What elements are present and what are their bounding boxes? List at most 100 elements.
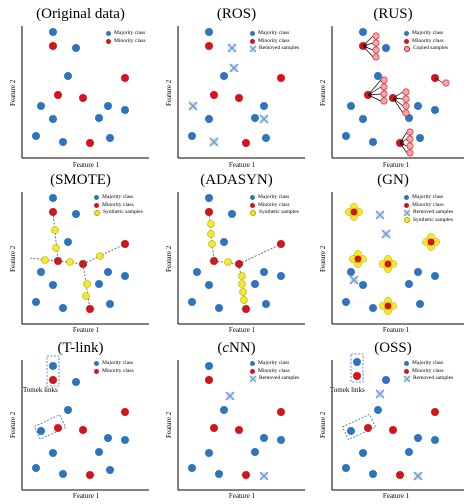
majority-point: [414, 434, 422, 442]
y-axis-label: Feature 2: [165, 245, 173, 272]
legend-majority: Majority class: [114, 30, 146, 36]
majority-point: [104, 434, 112, 442]
majority-swatch: [404, 361, 409, 367]
tomek-links-label: Tomek links: [330, 386, 365, 394]
majority-point: [359, 115, 367, 123]
legend-copied: Copied samples: [413, 45, 448, 51]
legend-minority: Minority class: [412, 201, 444, 208]
copied-point: [372, 39, 380, 47]
gaussian-noise-cluster: [349, 250, 367, 268]
removed-cross: [227, 43, 237, 53]
title-rest: NN): [229, 340, 256, 356]
title-open: (: [217, 340, 223, 356]
majority-point: [260, 102, 268, 110]
removed-cross: [209, 137, 219, 147]
majority-point: [369, 138, 377, 146]
majority-point: [49, 449, 57, 457]
majority-point: [347, 268, 355, 276]
gaussian-noise-cluster: [379, 255, 397, 273]
legend-majority: Majority class: [258, 30, 290, 36]
removed-cross: [225, 391, 235, 401]
copied-point: [406, 142, 414, 150]
synthetic-point: [207, 220, 215, 228]
synthetic-point: [238, 272, 246, 280]
synthetic-swatch: [94, 209, 100, 216]
majority-point: [414, 102, 422, 110]
legend-minority: Minority class: [258, 37, 290, 44]
removed-cross: [259, 114, 269, 124]
copied-point: [406, 128, 414, 136]
gaussian-noise-cluster: [379, 297, 397, 315]
removed-sample: [227, 43, 237, 53]
majority-point: [262, 134, 270, 142]
minority-swatch: [250, 202, 255, 208]
panel-adasyn: (ADASYN) Feature 2 Feature 1 Majority cl…: [164, 172, 309, 334]
minority-point: [205, 42, 213, 50]
majority-swatch: [94, 361, 99, 367]
majority-point: [106, 300, 114, 308]
majority-point: [260, 434, 268, 442]
majority-point: [205, 115, 213, 123]
removed-swatch: [249, 375, 257, 383]
majority-point: [106, 466, 114, 474]
majority-swatch: [250, 31, 255, 37]
majority-point: [188, 132, 196, 140]
minority-point: [242, 471, 250, 479]
majority-point: [104, 268, 112, 276]
legend-minority: Minority class: [258, 201, 290, 208]
y-axis-label: Feature 2: [319, 411, 327, 438]
minority-point: [86, 139, 94, 147]
majority-point: [188, 464, 196, 472]
majority-point: [64, 406, 72, 414]
copy-arrow: [362, 35, 374, 47]
minority-swatch: [404, 368, 409, 374]
removed-cross: [413, 471, 423, 481]
plot-area: [21, 192, 149, 325]
synthetic-point: [238, 280, 246, 288]
panel-title: (SMOTE): [50, 172, 111, 188]
title-italic: c: [222, 340, 229, 356]
majority-point: [342, 132, 350, 140]
legend: Majority class Minority class Copied sam…: [404, 30, 448, 53]
majority-point: [382, 376, 390, 384]
copy-arrow: [399, 142, 408, 154]
minority-point: [210, 424, 218, 432]
majority-point: [64, 238, 72, 246]
majority-point: [215, 304, 223, 312]
majority-point: [121, 272, 129, 280]
minority-point: [350, 208, 358, 216]
minority-point: [396, 471, 404, 479]
legend: Majority class Minority class Removed sa…: [249, 30, 299, 53]
x-axis-label: Feature 1: [228, 326, 256, 334]
axes-lines: [177, 26, 305, 159]
connection-line: [52, 211, 59, 262]
majority-point: [215, 470, 223, 478]
majority-point: [72, 210, 80, 218]
majority-point: [347, 102, 355, 110]
minority-swatch: [404, 38, 409, 44]
removed-swatch: [403, 375, 411, 383]
legend: Majority class Minority class Removed sa…: [403, 360, 453, 383]
minority-swatch: [94, 202, 99, 208]
majority-point: [59, 138, 67, 146]
panel-cnn: (cNN) Feature 2 Feature 1 Majority class…: [164, 340, 309, 502]
minority-point: [277, 408, 285, 416]
majority-point: [121, 436, 129, 444]
data-points: [32, 355, 129, 479]
legend-synthetic: Synthetic samples: [413, 216, 453, 223]
majority-point: [414, 268, 422, 276]
data-points: [188, 28, 285, 147]
y-axis-label: Feature 2: [165, 79, 173, 106]
data-points: [341, 353, 439, 481]
panel-oss: (OSS) Feature 2 Feature 1 Tomek links Ma…: [318, 340, 468, 502]
minority-point: [353, 372, 361, 380]
copied-point: [380, 90, 388, 98]
x-axis-label: Feature 1: [72, 161, 100, 169]
copy-arrow: [399, 131, 408, 144]
copied-point: [372, 53, 380, 61]
minority-point: [210, 91, 218, 99]
synthetic-swatch: [404, 217, 410, 224]
copied-point: [402, 95, 410, 103]
connection-line: [82, 243, 126, 265]
minority-point: [121, 408, 129, 416]
